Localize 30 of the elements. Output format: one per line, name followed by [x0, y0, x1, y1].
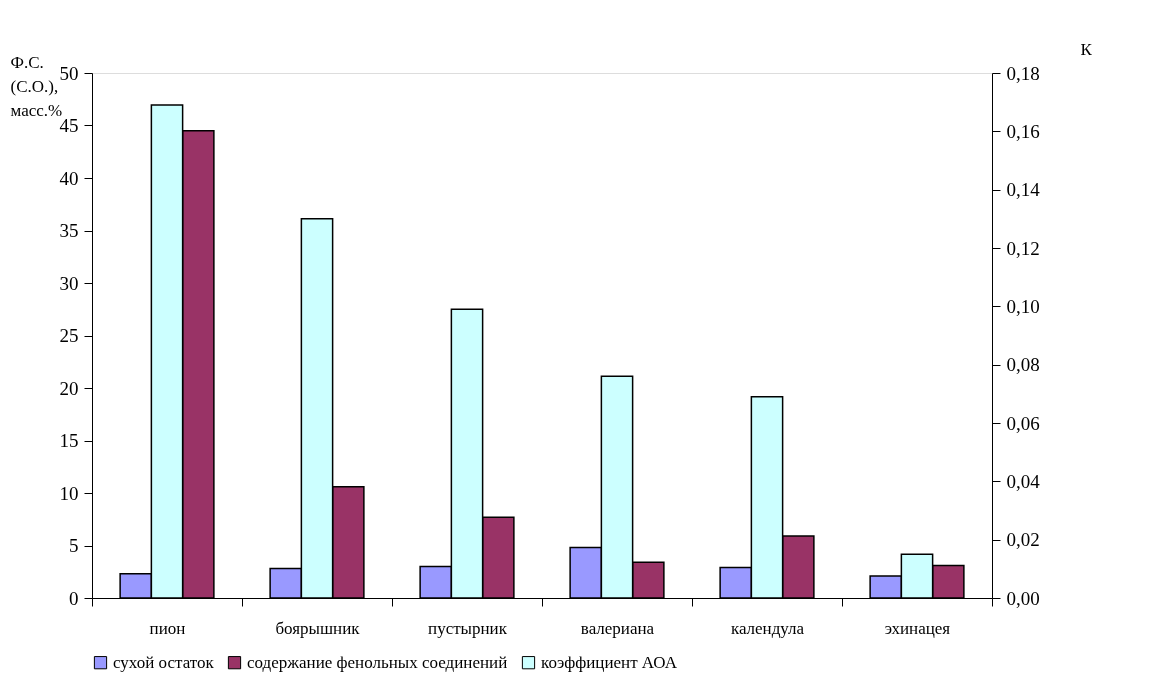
y-tick-label: 15: [59, 430, 79, 451]
x-tick-label: пион: [149, 618, 186, 638]
y2-tick-label: 0,16: [1006, 120, 1040, 142]
y2-tick-label: 0,14: [1006, 179, 1041, 201]
y-tick-label: 35: [59, 220, 79, 241]
y2-tick-label: 0,10: [1006, 295, 1040, 317]
y2-tick-label: 0,08: [1006, 354, 1040, 376]
x-tick-label: валериана: [580, 618, 655, 638]
y-tick-label: 20: [59, 377, 79, 399]
legend-label: коэффициент АОА: [541, 652, 678, 672]
x-tick-label: пустырник: [428, 618, 508, 638]
legend-label: содержание фенольных соединений: [247, 652, 508, 672]
y-tick-label: 45: [59, 115, 79, 136]
legend-label: сухой остаток: [113, 652, 215, 672]
y2-tick-label: 0,02: [1006, 529, 1040, 551]
x-tick-label: календула: [730, 618, 805, 638]
y2-tick-label: 0,00: [1006, 587, 1040, 609]
y2-tick-label: 0,06: [1006, 412, 1040, 434]
y-tick-label: 25: [59, 325, 79, 346]
y2-tick-label: 0,18: [1006, 62, 1040, 84]
y-tick-label: 0: [69, 587, 79, 609]
y2-tick-label: 0,04: [1006, 470, 1041, 492]
y2-tick-label: 0,12: [1006, 237, 1040, 259]
y-tick-label: 30: [59, 272, 79, 294]
x-tick-label: боярышник: [275, 618, 361, 638]
y2-axis-title: К: [1080, 39, 1093, 59]
y-tick-label: 5: [69, 535, 79, 556]
x-tick-label: эхинацея: [884, 618, 951, 638]
y-tick-label: 10: [59, 482, 79, 504]
y-tick-label: 40: [59, 167, 79, 189]
